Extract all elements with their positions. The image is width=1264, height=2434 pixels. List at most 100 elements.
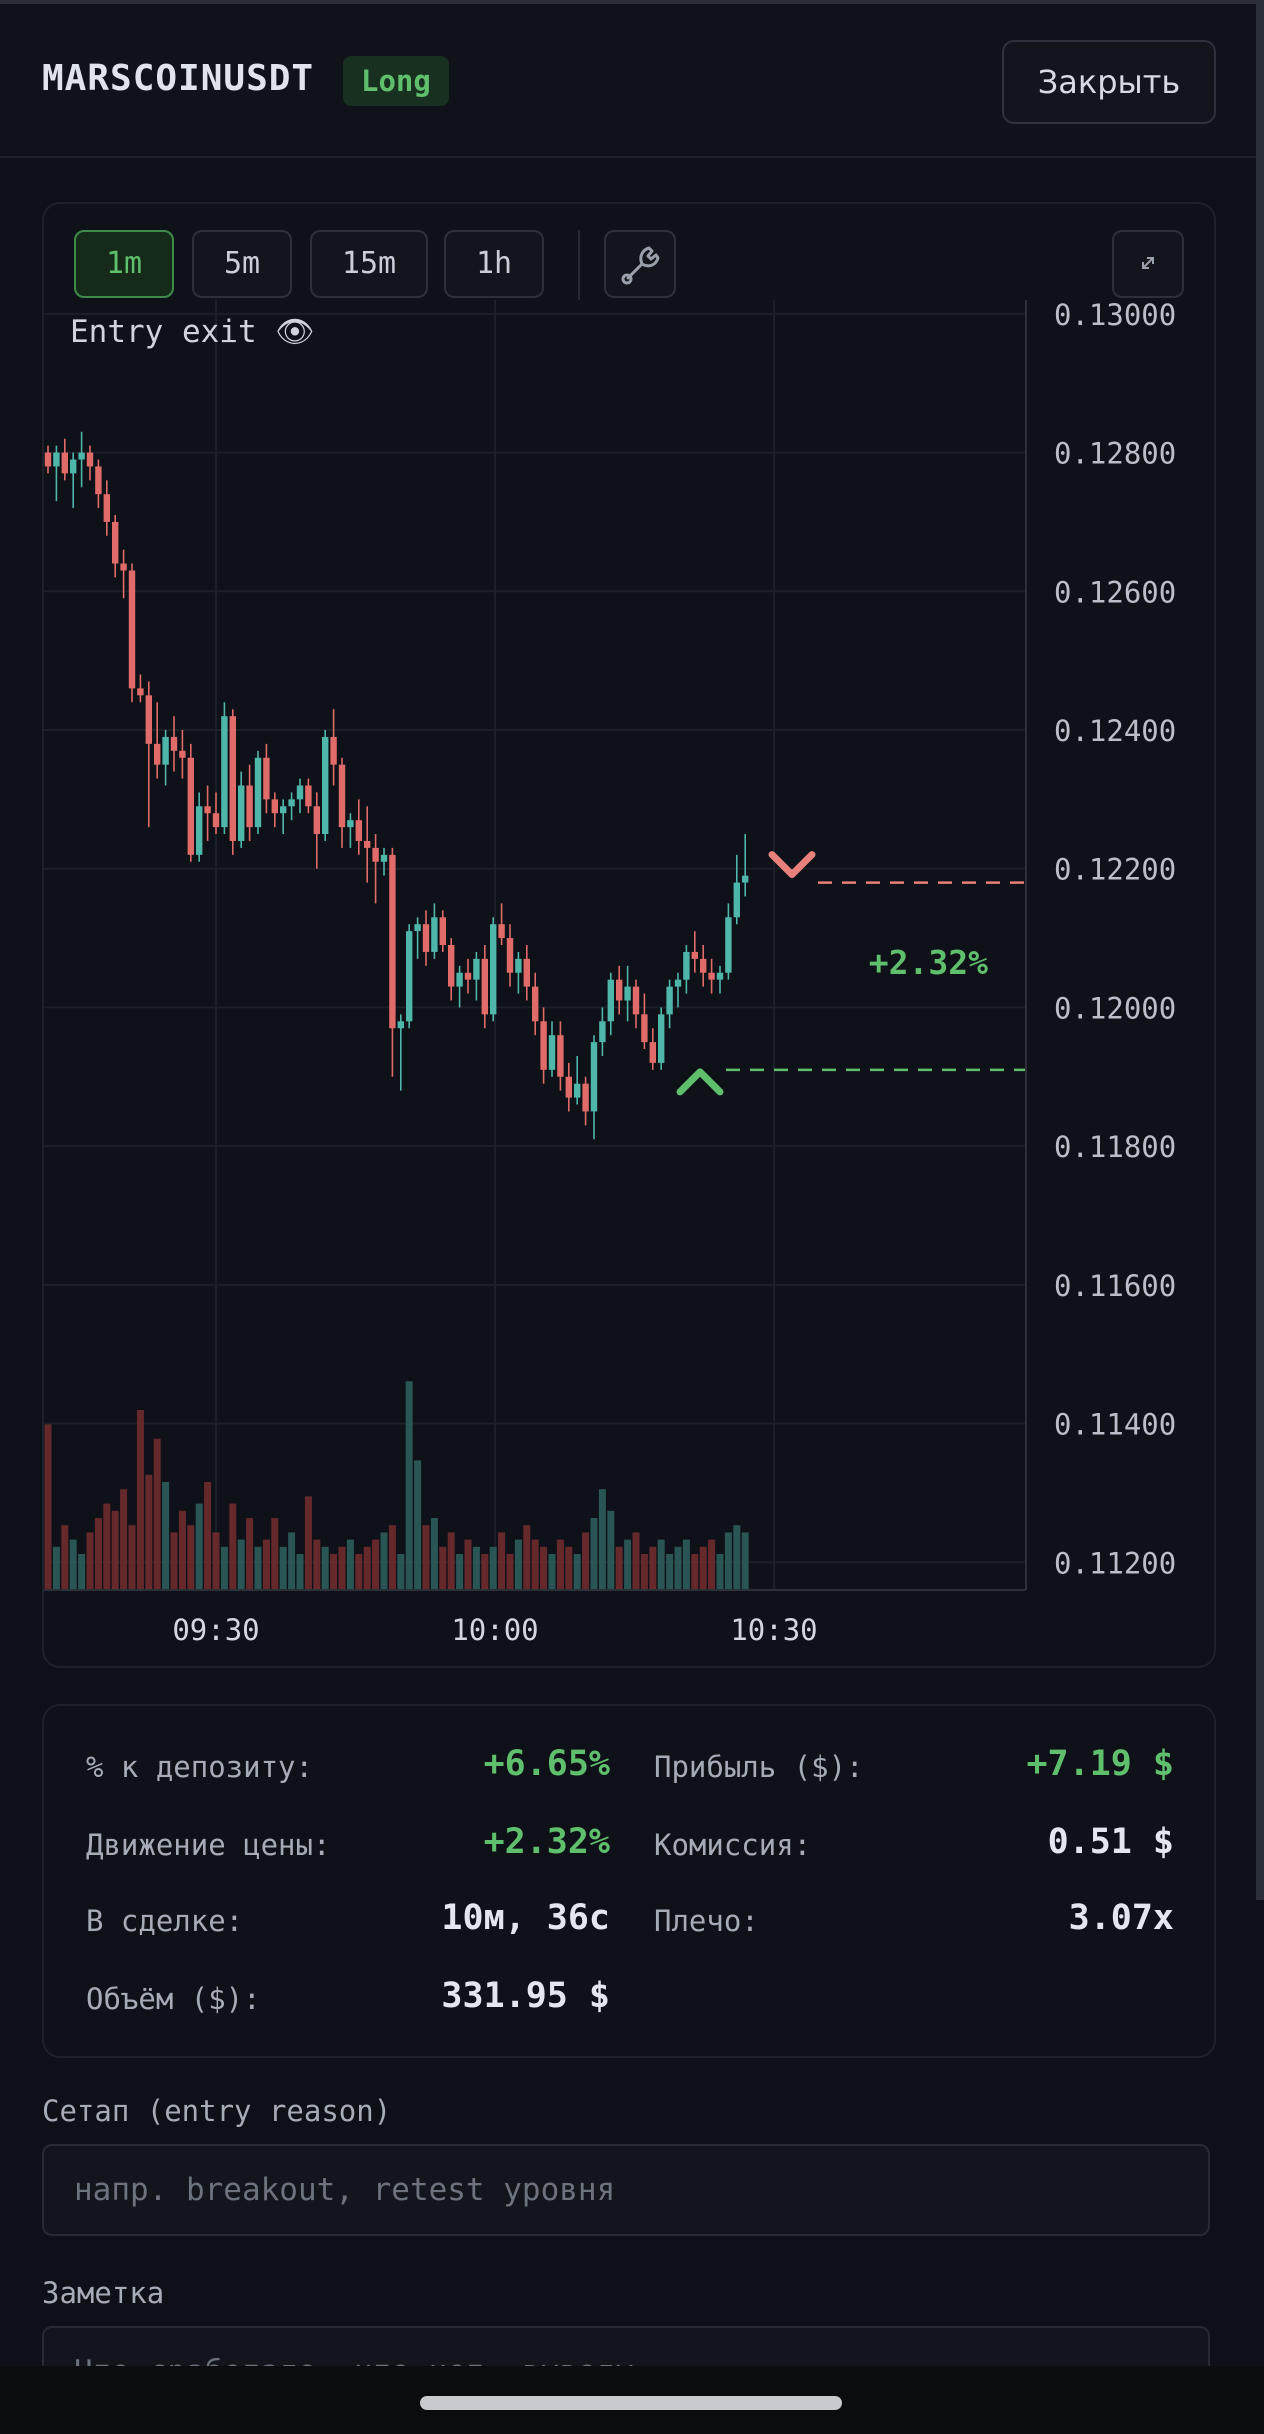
candle xyxy=(624,965,631,1022)
volume-bar xyxy=(313,1539,321,1590)
candle xyxy=(422,910,430,966)
candle xyxy=(532,972,539,1036)
volume-bar xyxy=(708,1539,716,1590)
volume-bar xyxy=(321,1546,329,1590)
candle xyxy=(364,806,371,883)
note-label: Заметка xyxy=(42,2276,165,2310)
candle-body xyxy=(448,945,455,987)
setup-input[interactable] xyxy=(42,2144,1210,2236)
timeframe-15m-button[interactable]: 15m xyxy=(310,230,428,298)
candle-body xyxy=(742,875,749,883)
candle-body xyxy=(364,840,371,848)
volume-bar xyxy=(363,1546,371,1590)
candle-body xyxy=(95,466,102,495)
candle-body xyxy=(658,1014,665,1063)
candle xyxy=(431,903,438,959)
candle-body xyxy=(582,1083,589,1112)
volume-bar xyxy=(506,1554,514,1590)
candle xyxy=(112,515,119,578)
y-tick-label: 0.11800 xyxy=(1054,1130,1176,1164)
volume-bar xyxy=(640,1554,648,1590)
candle xyxy=(406,924,413,1029)
candle xyxy=(557,1021,564,1091)
candle-body xyxy=(330,736,337,765)
candle xyxy=(61,438,68,481)
trade-header: MARSCOINUSDT Long Закрыть xyxy=(0,4,1264,158)
candle xyxy=(338,757,346,848)
volume-bar xyxy=(439,1546,447,1590)
candle xyxy=(53,445,60,502)
close-button[interactable]: Закрыть xyxy=(1002,40,1216,124)
y-tick-label: 0.11200 xyxy=(1054,1546,1176,1580)
volume-bar xyxy=(380,1532,388,1590)
volume-bar xyxy=(489,1546,497,1590)
volume-bar xyxy=(674,1546,682,1590)
candle xyxy=(263,743,270,814)
candle xyxy=(700,945,707,987)
volume-bar xyxy=(271,1518,279,1590)
candle-body xyxy=(212,813,220,828)
candle xyxy=(296,778,304,814)
volume-bar xyxy=(430,1518,438,1590)
candle xyxy=(574,1055,581,1105)
volume-bar xyxy=(624,1539,632,1590)
volume-bar xyxy=(304,1496,312,1590)
price-chart[interactable]: +2.32% 0.13000 0.12800 0.12600 0.12400 0.122… xyxy=(44,300,1214,1664)
candle-body xyxy=(355,820,362,841)
home-indicator[interactable] xyxy=(420,2396,842,2410)
y-axis: 0.13000 0.12800 0.12600 0.12400 0.12200 0.120… xyxy=(1054,300,1176,1580)
stat-value-profit: +7.19 $ xyxy=(1026,1744,1174,1784)
timeframe-1h-button[interactable]: 1h xyxy=(444,230,544,298)
expand-chart-button[interactable] xyxy=(1112,230,1184,298)
candle xyxy=(725,903,732,980)
volume-bar xyxy=(346,1539,354,1590)
candle-body xyxy=(574,1083,581,1098)
y-tick-label: 0.12800 xyxy=(1054,437,1176,471)
candle-body xyxy=(557,1035,564,1077)
volume-bar xyxy=(178,1510,186,1590)
candle-body xyxy=(246,785,253,828)
timeframe-5m-button[interactable]: 5m xyxy=(192,230,292,298)
volume-bar xyxy=(145,1474,153,1590)
drawing-tools-button[interactable] xyxy=(604,230,676,298)
candle xyxy=(632,979,640,1029)
stat-value-duration: 10м, 36с xyxy=(441,1898,610,1938)
candle xyxy=(523,945,530,1001)
candle xyxy=(590,1035,598,1140)
candle-body xyxy=(53,452,60,467)
candle-body xyxy=(649,1042,656,1063)
volume-bar xyxy=(355,1554,363,1590)
toolbar-divider xyxy=(578,230,580,300)
volume-bar xyxy=(237,1539,245,1590)
scrollbar[interactable] xyxy=(1256,0,1264,1900)
candle xyxy=(221,702,228,835)
volume-bar xyxy=(204,1482,212,1590)
volume-bar xyxy=(582,1532,590,1590)
timeframe-1m-button[interactable]: 1m xyxy=(74,230,174,298)
volume-bar xyxy=(111,1510,119,1590)
volume-bar xyxy=(372,1539,380,1590)
setup-label: Сетап (entry reason) xyxy=(42,2094,392,2128)
candle-body xyxy=(506,938,514,973)
candle-body xyxy=(128,570,136,689)
candle xyxy=(658,1007,665,1070)
volume-bar xyxy=(590,1518,598,1590)
volume-bar xyxy=(246,1518,254,1590)
volume-bar xyxy=(565,1546,573,1590)
candle-body xyxy=(322,736,329,835)
candle xyxy=(599,1007,606,1056)
candle xyxy=(196,792,203,862)
candle-body xyxy=(607,979,614,1022)
volume-bar xyxy=(120,1489,128,1590)
candle xyxy=(582,1076,589,1126)
volume-bar xyxy=(195,1503,203,1590)
candle xyxy=(170,716,178,772)
candle-body xyxy=(397,1021,404,1029)
exit-marker xyxy=(768,851,816,879)
volume-bar xyxy=(573,1554,581,1590)
candle xyxy=(607,972,614,1036)
candle xyxy=(473,951,480,1001)
candle xyxy=(389,847,396,1077)
candle xyxy=(254,750,262,835)
candle xyxy=(498,903,505,945)
